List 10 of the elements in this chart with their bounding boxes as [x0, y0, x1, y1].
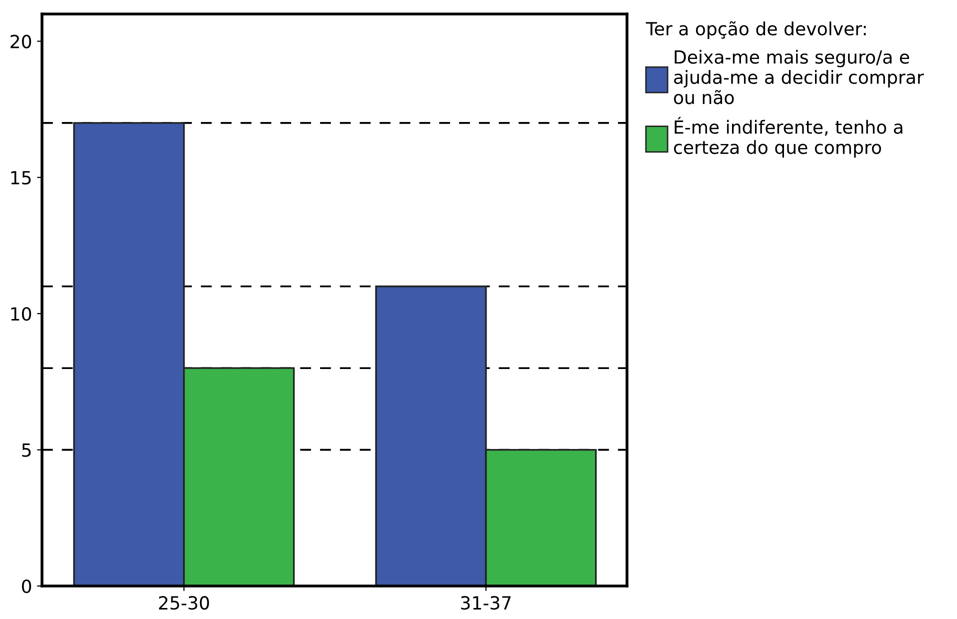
x-tick-label: 31-37 — [461, 596, 511, 610]
x-tick-label: 25-30 — [159, 596, 209, 610]
y-tick-label: 5 — [22, 444, 31, 457]
legend-title: Ter a opção de devolver: — [646, 21, 866, 40]
y-tick-label: 0 — [22, 579, 32, 594]
legend-label: É-me indiferente, tenho a certeza do que compro — [674, 116, 902, 158]
y-tick-label: 20 — [10, 34, 32, 48]
y-tick-label: 10 — [11, 307, 32, 321]
legend-label: Deixa-me mais seguro/a e ajuda-me a decidir comprar ou não — [674, 50, 924, 104]
y-tick-label: 15 — [11, 171, 31, 185]
